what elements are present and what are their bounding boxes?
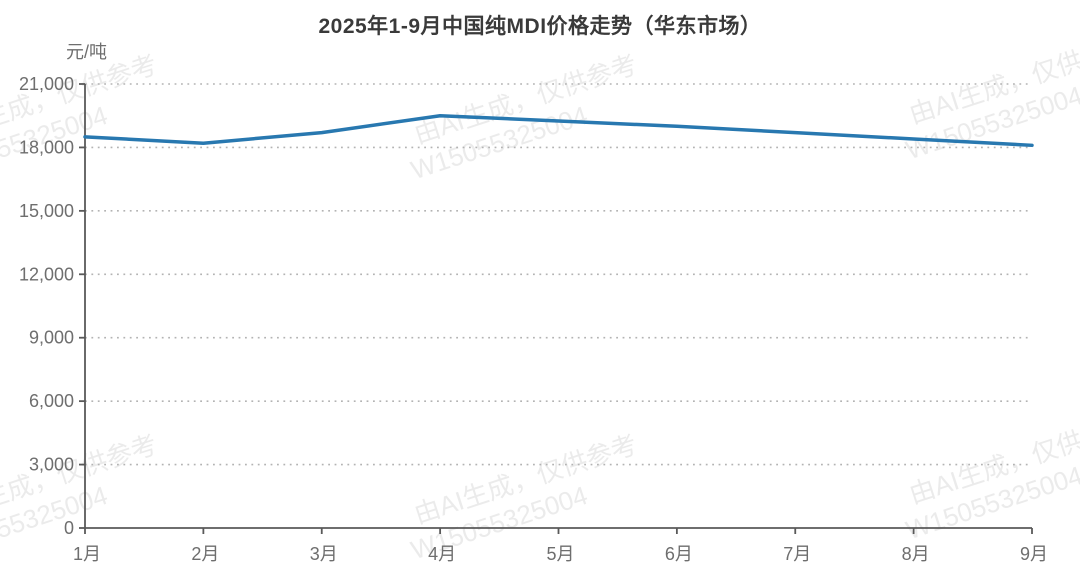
- y-tick-label: 9,000: [29, 328, 74, 348]
- x-tick-label: 4月: [428, 544, 456, 564]
- price-line-series: [83, 113, 1034, 148]
- y-tick-label: 15,000: [19, 201, 74, 221]
- x-tick-label: 8月: [902, 544, 930, 564]
- y-tick-label: 18,000: [19, 137, 74, 157]
- y-axis-unit-label: 元/吨: [66, 42, 108, 62]
- y-tick-label: 12,000: [19, 264, 74, 284]
- chart-title: 2025年1-9月中国纯MDI价格走势（华东市场）: [318, 15, 762, 38]
- x-tick-label: 2月: [191, 544, 219, 564]
- x-tick-label: 1月: [73, 544, 101, 564]
- y-tick-label: 3,000: [29, 455, 74, 475]
- x-tick-label: 9月: [1020, 544, 1048, 564]
- x-tick-label: 5月: [546, 544, 574, 564]
- x-tick-label: 6月: [665, 544, 693, 564]
- y-tick-label: 6,000: [29, 391, 74, 411]
- y-tick-label: 0: [64, 518, 74, 538]
- x-tick-label: 3月: [310, 544, 338, 564]
- y-tick-label: 21,000: [19, 74, 74, 94]
- x-tick-label: 7月: [783, 544, 811, 564]
